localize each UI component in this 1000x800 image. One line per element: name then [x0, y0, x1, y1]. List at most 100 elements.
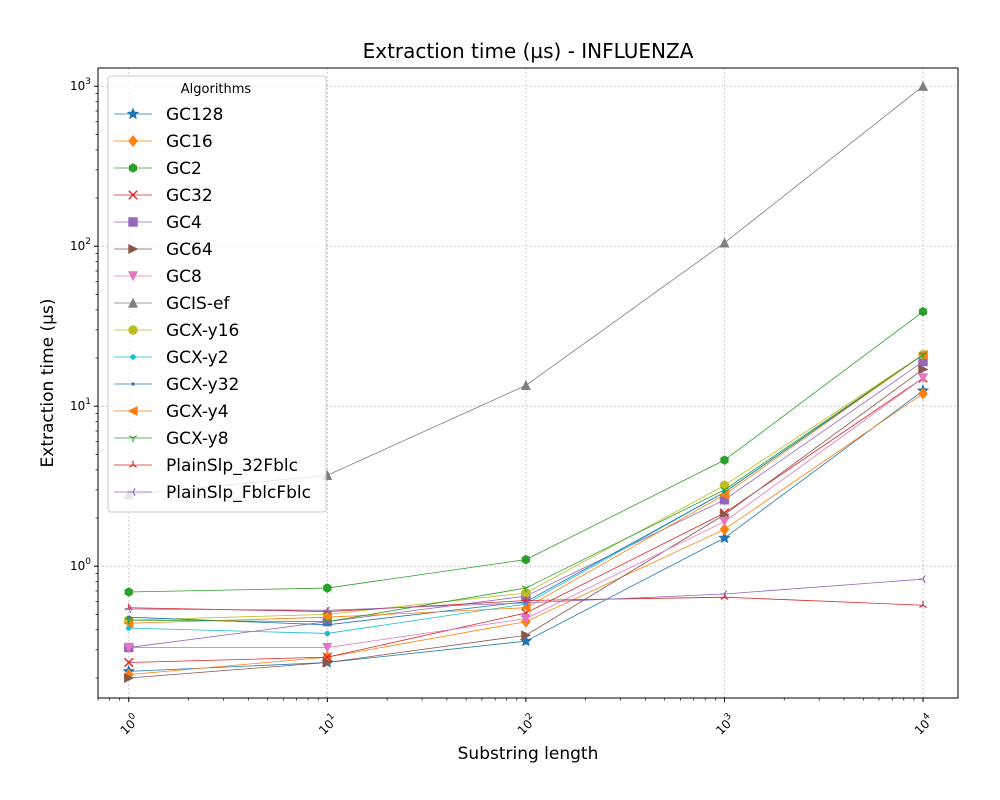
legend-label: GCX-y2 — [166, 348, 229, 368]
series-gc64 — [124, 364, 929, 684]
data-point-gc2 — [124, 587, 133, 597]
legend-label: GC16 — [166, 132, 213, 152]
data-point-gc64 — [521, 630, 532, 641]
legend-item: GCIS-ef — [114, 294, 230, 314]
data-point-gc2 — [720, 455, 729, 465]
legend-swatch-marker — [128, 325, 138, 335]
legend-label: GCX-y8 — [166, 429, 229, 449]
legend-item: GC128 — [114, 105, 224, 125]
y-tick-label: 102 — [70, 237, 91, 253]
legend-label: GC4 — [166, 213, 202, 233]
data-point-gcx-y8 — [323, 619, 332, 626]
legend-swatch-marker — [128, 217, 138, 227]
legend-swatch-marker — [128, 135, 138, 147]
legend-item: GC64 — [114, 240, 213, 260]
legend-swatch-marker — [127, 405, 138, 417]
data-point-gc8 — [123, 642, 134, 653]
x-axis-label: Substring length — [458, 744, 599, 764]
legend-item: GCX-y4 — [114, 402, 229, 422]
data-point-gc64 — [918, 364, 929, 375]
data-point-gc8 — [918, 373, 929, 384]
legend-item: GC32 — [114, 186, 213, 206]
legend: Algorithms GC128 GC16 GC2 GC32 GC4 GC64 GC8 GCI… — [107, 75, 327, 513]
legend-label: GC2 — [166, 159, 202, 179]
legend-label: PlainSlp_FblcFblc — [166, 483, 311, 503]
data-point-gc32 — [124, 657, 134, 668]
data-point-plainslp-fblcfblc — [521, 598, 529, 607]
legend-label: GCX-y4 — [166, 402, 229, 422]
legend-items: GC128 GC16 GC2 GC32 GC4 GC64 GC8 GCIS-ef GCX-y16… — [114, 105, 311, 503]
legend-swatch-marker — [126, 107, 140, 120]
y-tick-label: 103 — [70, 77, 91, 93]
legend-item: GCX-y16 — [114, 321, 239, 341]
legend-label: GC64 — [166, 240, 213, 260]
series-gc2 — [124, 306, 928, 597]
legend-item: PlainSlp_32Fblc — [114, 456, 298, 476]
legend-label: GC32 — [166, 186, 213, 206]
data-point-plainslp-fblcfblc — [323, 606, 330, 615]
legend-label: GCX-y16 — [166, 321, 239, 341]
legend-swatch-marker — [130, 354, 136, 360]
x-tick-label: 101 — [315, 711, 341, 737]
series-gc8 — [123, 373, 929, 653]
legend-item: GCX-y32 — [114, 375, 239, 395]
data-point-plainslp-32fblc — [919, 601, 927, 608]
legend-label: GC8 — [166, 267, 202, 287]
x-tick-label: 104 — [910, 711, 936, 737]
legend-title: Algorithms — [181, 82, 252, 97]
data-point-plainslp-fblcfblc — [124, 605, 132, 613]
legend-label: GCX-y32 — [166, 375, 239, 395]
data-point-gcx-y8 — [124, 617, 133, 625]
series-gcx-y8 — [124, 352, 927, 626]
data-point-gcis-ef — [520, 380, 531, 391]
legend-swatch-marker — [128, 488, 136, 496]
data-point-gcis-ef — [719, 237, 730, 248]
data-point-gc16 — [719, 523, 730, 536]
y-axis-label: Extraction time (µs) — [38, 299, 58, 468]
legend-item: GC2 — [114, 159, 202, 179]
chart-title: Extraction time (µs) - INFLUENZA — [363, 39, 694, 63]
data-point-gc8 — [322, 642, 333, 653]
y-tick-label: 100 — [70, 557, 91, 573]
data-point-gcx-y2 — [324, 630, 331, 637]
legend-swatch-marker — [128, 243, 139, 255]
y-tick-label: 101 — [70, 397, 91, 413]
legend-swatch-marker — [128, 163, 138, 173]
data-point-plainslp-fblcfblc — [918, 575, 926, 584]
data-point-gc64 — [322, 657, 333, 668]
data-point-gcx-y8 — [720, 487, 729, 495]
data-point-gc64 — [124, 673, 135, 684]
data-point-gc16 — [918, 387, 928, 400]
x-tick-label: 100 — [116, 711, 142, 737]
x-tick-label: 103 — [712, 711, 738, 737]
legend-label: PlainSlp_32Fblc — [166, 456, 298, 476]
legend-swatch-marker — [127, 271, 139, 282]
legend-item: GC8 — [114, 267, 202, 287]
legend-item: GCX-y8 — [114, 429, 229, 449]
data-point-gcx-y8 — [919, 352, 927, 359]
legend-swatch-marker — [129, 435, 137, 443]
data-point-gcx-y8 — [521, 585, 530, 593]
data-point-gcx-y32 — [127, 615, 131, 619]
data-point-gc2 — [323, 583, 332, 593]
legend-box — [107, 75, 327, 513]
data-point-gc8 — [719, 516, 730, 527]
data-point-gcx-y4 — [322, 612, 333, 623]
legend-item: GC4 — [114, 213, 202, 233]
legend-item: GC16 — [114, 132, 213, 152]
legend-swatch-marker — [129, 460, 137, 468]
x-tick-label: 102 — [513, 711, 539, 737]
data-point-gc2 — [918, 306, 928, 317]
legend-swatch-marker — [128, 190, 138, 200]
data-point-gcis-ef — [918, 80, 929, 91]
legend-label: GC128 — [166, 105, 224, 125]
data-point-gc64 — [719, 509, 730, 520]
series-plainslp-fblcfblc — [124, 575, 926, 615]
data-point-plainslp-fblcfblc — [720, 590, 728, 598]
data-point-gc8 — [520, 613, 531, 624]
data-point-gc2 — [521, 554, 531, 565]
legend-swatch-marker — [131, 382, 135, 386]
series-lines — [122, 80, 930, 684]
data-point-gcx-y2 — [126, 625, 132, 631]
